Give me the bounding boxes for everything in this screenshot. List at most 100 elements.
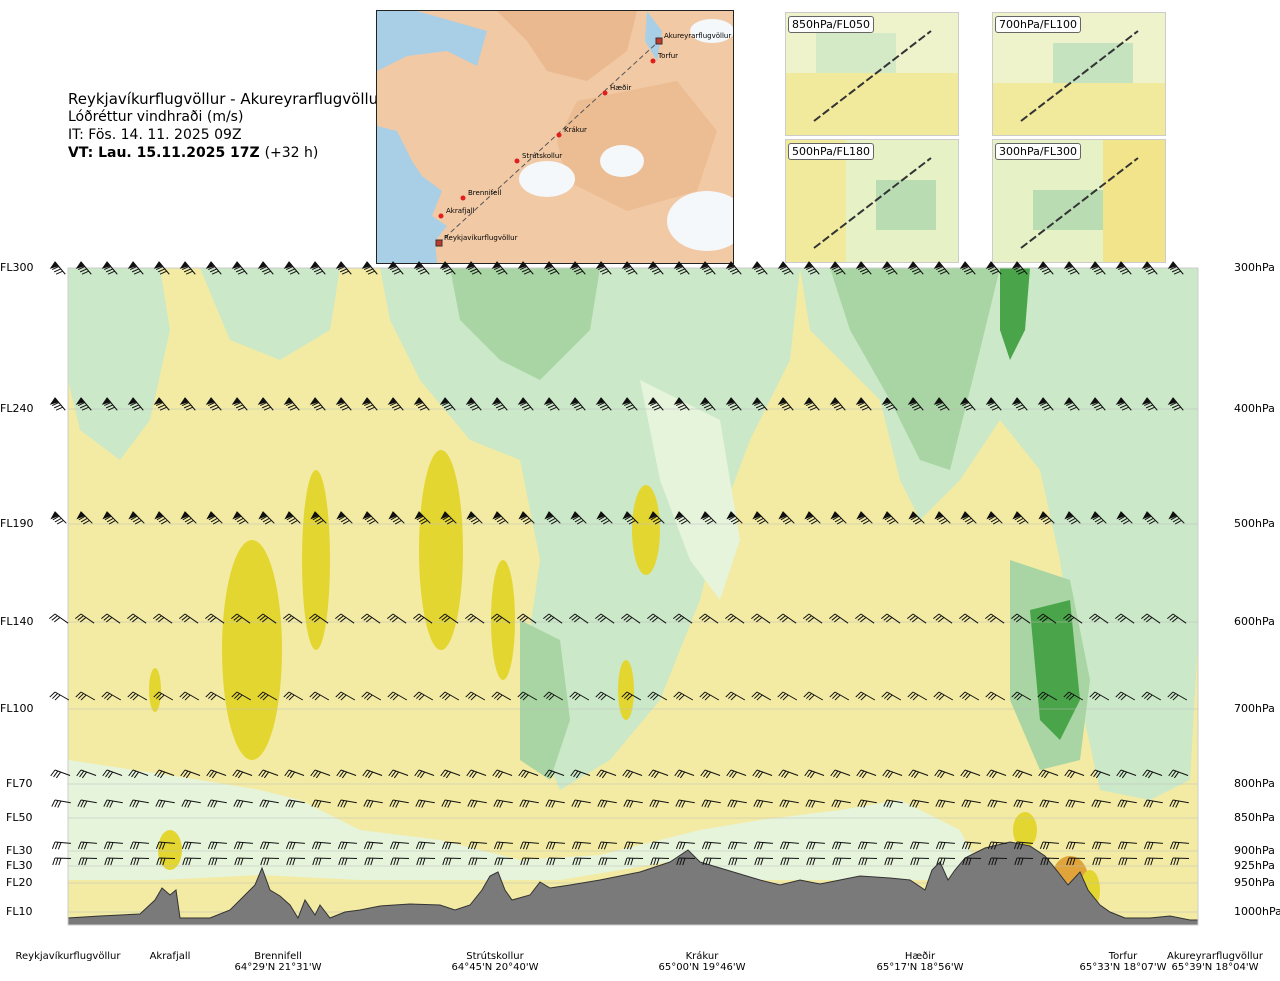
wind-barb <box>181 799 201 808</box>
wind-barb <box>257 261 274 275</box>
wind-barb <box>1089 691 1110 701</box>
hpa-label: 900hPa <box>1234 844 1275 857</box>
wind-barb <box>260 857 280 866</box>
location-label: Hæðir 65°17'N 18°56'W <box>860 951 980 973</box>
wind-barb <box>517 613 537 624</box>
fl-label: FL70 <box>6 777 33 790</box>
hpa-label: 1000hPa <box>1234 905 1280 918</box>
wind-barb <box>1063 613 1083 624</box>
wind-barb <box>1091 799 1111 808</box>
waypoint-marker <box>655 37 663 45</box>
wind-barb <box>623 841 643 850</box>
wind-barb <box>76 511 93 525</box>
wind-barb <box>622 769 643 779</box>
wind-barb <box>985 397 1002 411</box>
wind-barb <box>855 397 872 411</box>
wind-barb <box>543 691 564 701</box>
wind-barb <box>1063 691 1084 701</box>
wind-barb <box>1064 769 1085 779</box>
wind-barb <box>180 769 201 779</box>
wind-barb <box>699 397 716 411</box>
wind-barb <box>389 799 409 808</box>
wind-barb <box>1038 769 1059 779</box>
wind-barb <box>233 841 253 850</box>
wind-barb <box>363 799 383 808</box>
wind-barb <box>804 511 821 525</box>
wind-barb <box>1011 613 1031 624</box>
wind-barb <box>75 397 92 411</box>
location-name: Hæðir <box>904 951 936 962</box>
wind-barb <box>179 691 200 701</box>
wind-barb <box>674 511 691 525</box>
wind-barb <box>153 691 174 701</box>
location-name: Strútskollur <box>466 951 524 962</box>
wind-barb <box>1066 857 1086 866</box>
wind-barb <box>50 769 71 779</box>
wind-barb <box>622 511 639 525</box>
wind-barb <box>727 799 747 808</box>
wind-barb <box>829 613 849 624</box>
wind-barb <box>130 857 150 866</box>
mini-map-300-label: 300hPa/FL300 <box>995 143 1082 160</box>
wind-barb <box>543 397 560 411</box>
wind-barb <box>259 799 279 808</box>
wind-barb <box>881 613 901 624</box>
wind-barb <box>673 261 690 275</box>
wind-barb <box>156 857 176 866</box>
wind-barb <box>364 857 384 866</box>
wind-barb <box>232 511 249 525</box>
wind-barb <box>569 261 586 275</box>
location-label: Akureyrarflugvöllur 65°39'N 18°04'W <box>1155 951 1275 973</box>
wind-barb <box>1115 397 1132 411</box>
wind-barb <box>596 769 617 779</box>
wind-barb <box>881 397 898 411</box>
wind-barb <box>962 857 982 866</box>
wind-barb <box>960 769 981 779</box>
wind-barb <box>933 261 950 275</box>
location-coord: 65°39'N 18°04'W <box>1171 962 1259 973</box>
wind-barb <box>389 841 409 850</box>
wind-barb <box>1118 857 1138 866</box>
wind-barb <box>337 841 357 850</box>
wind-barb <box>416 857 436 866</box>
wind-barb <box>468 857 488 866</box>
hpa-label: 950hPa <box>1234 876 1275 889</box>
wind-barb <box>335 261 352 275</box>
wind-barb <box>103 799 123 808</box>
wind-barb <box>1090 511 1107 525</box>
valid-time: VT: Lau. 15.11.2025 17Z (+32 h) <box>68 145 319 161</box>
wind-barb <box>569 397 586 411</box>
wind-barb <box>390 857 410 866</box>
wind-barb <box>467 799 487 808</box>
wind-barb <box>883 799 903 808</box>
wind-barb <box>363 841 383 850</box>
wind-barb <box>910 857 930 866</box>
wind-barb <box>440 511 457 525</box>
wind-barb <box>570 769 591 779</box>
wind-barb <box>103 841 123 850</box>
location-name: Reykjavíkurflugvöllur <box>15 951 121 962</box>
location-coord: 65°17'N 18°56'W <box>876 962 964 973</box>
wind-barb <box>205 613 225 624</box>
wind-barb <box>1037 397 1054 411</box>
wind-barb <box>908 511 925 525</box>
wind-barb <box>283 691 304 701</box>
wind-barb <box>309 613 329 624</box>
wind-barb <box>257 613 277 624</box>
location-name: Torfur <box>1108 951 1138 962</box>
wind-barb <box>1039 799 1059 808</box>
wind-barb <box>491 397 508 411</box>
wind-barb <box>310 769 331 779</box>
wind-barb <box>1115 691 1136 701</box>
wind-barb <box>413 613 433 624</box>
wind-barb <box>779 841 799 850</box>
wind-barb <box>1089 613 1109 624</box>
wind-barb <box>361 397 378 411</box>
wind-barb <box>388 769 409 779</box>
wind-barb <box>518 511 535 525</box>
wind-barb <box>829 691 850 701</box>
wind-barb <box>647 613 667 624</box>
wind-barb <box>856 511 873 525</box>
wind-barb <box>752 769 773 779</box>
